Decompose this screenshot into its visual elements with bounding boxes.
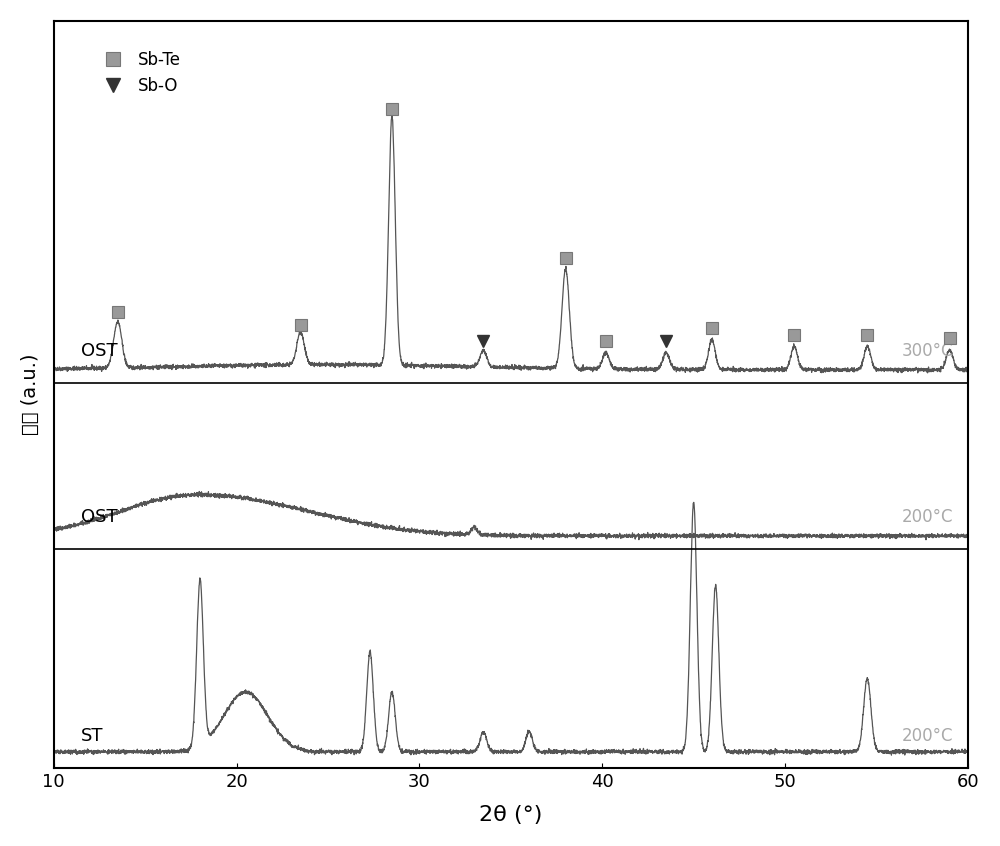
Text: 200°C: 200°C (902, 728, 953, 745)
Text: 300°C: 300°C (902, 342, 953, 360)
Text: ST: ST (81, 728, 104, 745)
Text: 200°C: 200°C (902, 508, 953, 526)
X-axis label: 2θ (°): 2θ (°) (479, 805, 542, 825)
Legend: Sb-Te, Sb-O: Sb-Te, Sb-O (89, 44, 187, 102)
Text: OST: OST (81, 508, 118, 526)
Text: OST: OST (81, 342, 118, 360)
Y-axis label: 强度 (a.u.): 强度 (a.u.) (21, 354, 40, 436)
